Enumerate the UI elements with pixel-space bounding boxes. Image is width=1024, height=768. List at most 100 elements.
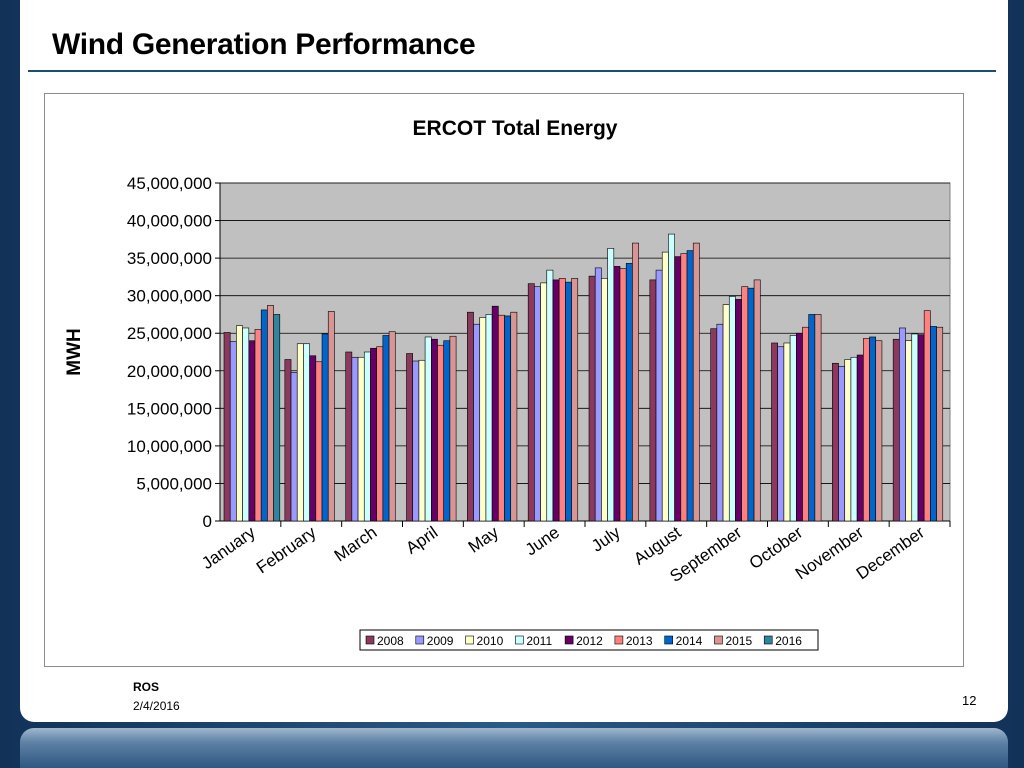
bar-2013-march: [376, 346, 384, 522]
bar-2016-january: [273, 314, 281, 522]
x-tick-label: April: [402, 523, 441, 558]
bar-2014-february: [321, 333, 329, 522]
x-tick-label: June: [522, 523, 563, 560]
bar-2014-october: [808, 314, 816, 522]
bar-2012-november: [856, 354, 864, 522]
bar-2010-july: [601, 278, 608, 522]
slide-title: Wind Generation Performance: [52, 28, 476, 61]
y-tick-label: 0: [203, 512, 212, 531]
legend-swatch-2016: [763, 635, 773, 645]
x-tick-label: July: [588, 522, 624, 555]
bar-2012-may: [491, 305, 499, 522]
bar-2015-september: [753, 279, 761, 522]
bar-2009-may: [473, 323, 481, 522]
bar-2014-november: [869, 336, 877, 522]
bar-2013-november: [863, 338, 870, 522]
bar-2012-february: [309, 355, 317, 522]
bar-2010-march: [357, 356, 365, 522]
legend-swatch-2013: [614, 635, 624, 645]
legend-label-2015: 2015: [725, 634, 752, 648]
bar-2009-march: [351, 356, 359, 522]
x-tick-label: August: [630, 523, 684, 569]
bar-2015-june: [571, 278, 579, 522]
bar-2009-july: [594, 267, 602, 522]
bar-2011-may: [485, 314, 493, 522]
bar-2008-september: [710, 328, 718, 522]
bar-2014-august: [686, 250, 694, 522]
x-tick-label: May: [465, 522, 503, 556]
bar-2015-february: [327, 311, 335, 522]
x-tick-label: December: [853, 523, 928, 584]
footer-label: ROS: [133, 680, 160, 694]
y-tick-label: 5,000,000: [136, 474, 212, 493]
bar-2015-july: [632, 242, 639, 522]
bar-2011-march: [363, 351, 371, 522]
bar-2009-september: [716, 323, 724, 522]
y-axis-label: MWH: [64, 328, 85, 375]
x-tick-label: February: [253, 522, 320, 577]
bar-2012-march: [370, 347, 377, 522]
bar-2008-july: [588, 275, 596, 522]
bar-2012-january: [248, 340, 256, 522]
bar-2008-february: [284, 359, 292, 522]
legend-swatch-2011: [515, 635, 524, 645]
bar-2012-august: [674, 256, 682, 522]
ercot-total-energy-chart: ERCOT Total Energy 0 5,000,000 10,000,000 15…: [64, 117, 951, 651]
page-number: 12: [962, 693, 977, 708]
bar-2014-april: [443, 340, 451, 522]
legend-swatch-2015: [714, 635, 723, 645]
bar-2015-may: [510, 311, 518, 522]
bar-2013-february: [315, 361, 323, 522]
bar-2015-january: [267, 305, 274, 522]
bar-2009-december: [899, 327, 906, 522]
bar-2013-august: [680, 253, 688, 522]
bar-2010-february: [296, 343, 304, 522]
legend-label-2010: 2010: [477, 634, 504, 648]
bar-2014-june: [565, 281, 572, 522]
x-tick-label: November: [792, 523, 867, 584]
bar-2008-august: [649, 279, 657, 522]
legend-label-2008: 2008: [377, 634, 404, 648]
bar-2012-june: [552, 279, 560, 522]
bar-2009-november: [838, 365, 846, 522]
x-tick-label: March: [331, 523, 381, 566]
bar-2013-september: [741, 286, 749, 522]
bar-2008-april: [406, 353, 413, 522]
bar-2010-september: [722, 304, 730, 522]
bar-2010-december: [905, 340, 913, 522]
bar-2010-january: [236, 325, 243, 522]
bar-2013-october: [802, 326, 809, 522]
bar-2008-may: [467, 311, 474, 522]
legend-box: [359, 629, 819, 651]
bar-2008-march: [345, 351, 353, 522]
bar-2011-april: [424, 336, 432, 522]
bar-2011-november: [850, 356, 858, 522]
bar-2014-january: [260, 309, 268, 522]
y-tick-label: 40,000,000: [127, 212, 212, 231]
bar-2010-november: [844, 359, 852, 522]
y-tick-label: 25,000,000: [127, 324, 212, 343]
bar-2010-october: [783, 342, 791, 522]
bar-2008-october: [771, 342, 778, 522]
y-tick-label: 45,000,000: [127, 174, 212, 193]
bar-2008-december: [892, 338, 900, 522]
bar-2012-september: [735, 299, 742, 522]
bar-2011-january: [242, 327, 250, 522]
bar-2015-april: [449, 335, 457, 522]
y-tick-label: 10,000,000: [127, 437, 212, 456]
legend-swatch-2008: [365, 635, 375, 645]
bar-2014-may: [504, 315, 512, 522]
footer-date: 2/4/2016: [133, 699, 180, 713]
bar-2008-january: [223, 332, 231, 522]
bar-2012-july: [613, 266, 621, 522]
bar-2011-october: [789, 335, 797, 522]
bar-2010-june: [540, 282, 548, 522]
bar-2011-july: [607, 248, 615, 522]
bar-2015-november: [875, 340, 883, 522]
legend-label-2012: 2012: [576, 634, 603, 648]
bar-2011-june: [546, 269, 554, 522]
bar-2011-september: [728, 296, 736, 522]
bar-2009-february: [290, 371, 298, 522]
legend-swatch-2009: [415, 635, 425, 645]
bar-2008-november: [832, 362, 839, 522]
